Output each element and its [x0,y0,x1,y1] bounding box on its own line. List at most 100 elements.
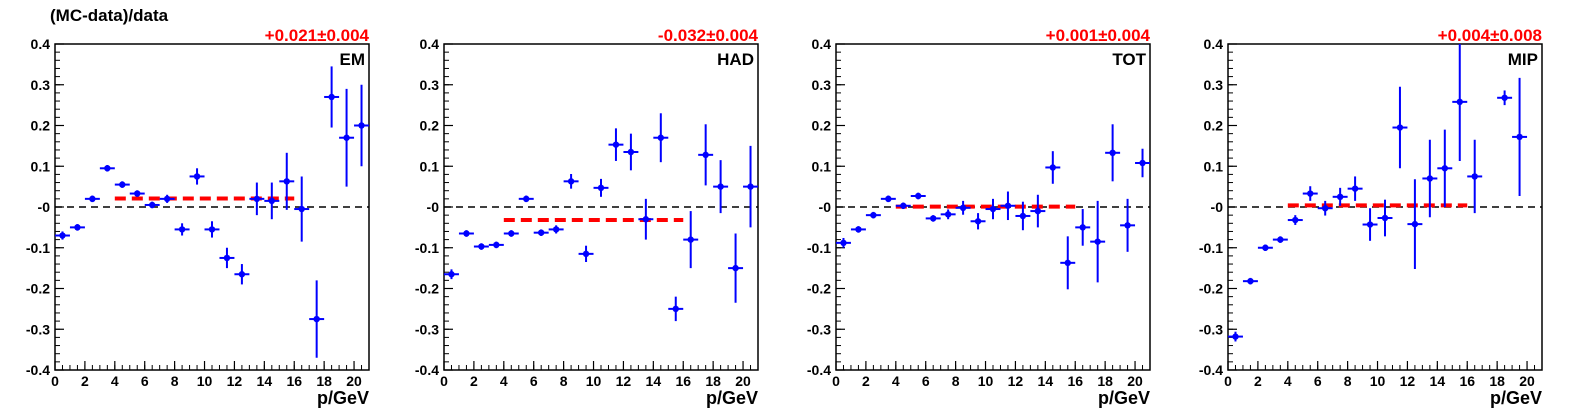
data-point [925,215,941,222]
x-tick-label: 20 [735,373,751,389]
point-marker [148,201,156,209]
data-point [294,176,310,242]
point-marker [1307,190,1314,197]
point-marker [1471,173,1478,180]
point-marker [657,134,665,141]
point-marker [855,226,862,233]
x-tick-label: 10 [978,373,994,389]
fit-result: +0.004±0.008 [1438,26,1542,45]
point-marker [1262,244,1269,251]
x-tick-label: 4 [111,373,119,389]
point-marker [223,254,231,262]
data-point [1060,236,1076,290]
point-marker [1034,207,1042,215]
data-point [1030,194,1046,228]
data-point [1075,209,1091,246]
y-tick-label: -0.3 [807,321,831,337]
point-marker [163,195,171,203]
point-marker [1396,124,1404,131]
data-point [970,213,986,230]
y-tick-label: -0.2 [807,281,831,297]
point-marker [104,165,111,172]
data-point [985,198,1001,220]
data-point [99,165,115,172]
point-marker [1094,238,1101,245]
point-marker [1441,165,1449,172]
panel-had: -0.4 -0.3 -0.2 -0.1 -0 0.1 0.2 0.3 0.4 0 2 4 6 8 10 12 1… [415,26,759,408]
data-point [1090,200,1106,283]
data-point [533,229,549,236]
data-point [563,173,579,189]
y-tick-label: -0.3 [26,321,50,337]
data-point [638,198,654,240]
x-tick-label: 18 [1097,373,1113,389]
data-point [1407,179,1423,269]
data-point [623,133,639,171]
data-point [1332,187,1348,206]
y-tick-label: 0.3 [1204,77,1224,93]
point-marker [508,230,515,237]
panel-tot: -0.4 -0.3 -0.2 -0.1 -0 0.1 0.2 0.3 0.4 0 2 4 6 8 10 12 1… [807,26,1151,408]
data-point [1105,124,1121,182]
data-point [1120,198,1136,252]
y-tick-label: 0.2 [812,118,832,134]
point-marker [193,173,201,180]
point-marker [944,211,952,218]
y-tick-label: 0.1 [420,158,440,174]
point-marker [552,226,560,233]
fit-result: -0.032±0.004 [658,26,759,45]
data-point [219,247,235,269]
point-marker [537,229,545,236]
data-point [836,237,851,248]
data-point [339,88,355,187]
data-point [1467,139,1483,214]
panel-label: MIP [1508,50,1538,69]
data-point [279,152,295,210]
panel-mip: -0.4 -0.3 -0.2 -0.1 -0 0.1 0.2 0.3 0.4 0 2 4 6 8 10 12 1… [1199,26,1543,408]
point-marker [900,202,907,209]
point-marker [478,243,485,250]
point-marker [959,204,967,212]
data-point [189,168,205,185]
data-point [354,84,369,167]
x-tick-label: 6 [530,373,538,389]
point-marker [523,195,530,203]
point-marker [642,216,650,223]
data-point [578,245,594,263]
data-point [608,128,624,161]
point-marker [702,151,709,159]
y-axis-title: (MC-data)/data [50,6,169,25]
point-marker [1019,212,1027,220]
data-point [488,241,504,249]
data-point [698,124,714,186]
y-tick-label: 0.2 [420,118,440,134]
x-tick-label: 18 [705,373,721,389]
data-point [1228,331,1243,342]
y-tick-label: -0.4 [26,362,50,378]
data-point [1422,139,1438,218]
y-tick-label: 0.4 [420,36,440,52]
data-point [683,211,699,269]
point-marker [1426,175,1434,182]
point-marker [1079,224,1086,231]
y-tick-label: -0.2 [1199,281,1223,297]
y-tick-label: -0.1 [807,240,831,256]
x-tick-label: 8 [171,373,179,389]
point-marker [687,236,694,243]
y-tick-label: -0.1 [415,240,439,256]
x-tick-label: 16 [1067,373,1083,389]
x-tick-label: 8 [952,373,960,389]
x-tick-label: 10 [197,373,213,389]
x-tick-label: 12 [1008,373,1024,389]
data-point [955,200,971,215]
point-marker [134,190,141,197]
x-tick-label: 2 [470,373,478,389]
data-point [204,221,220,238]
point-marker [1292,216,1299,224]
x-tick-label: 14 [646,373,662,389]
point-marker [1109,149,1116,157]
data-point [84,195,100,203]
point-marker [313,315,320,323]
point-marker [493,241,500,249]
point-marker [870,211,877,219]
